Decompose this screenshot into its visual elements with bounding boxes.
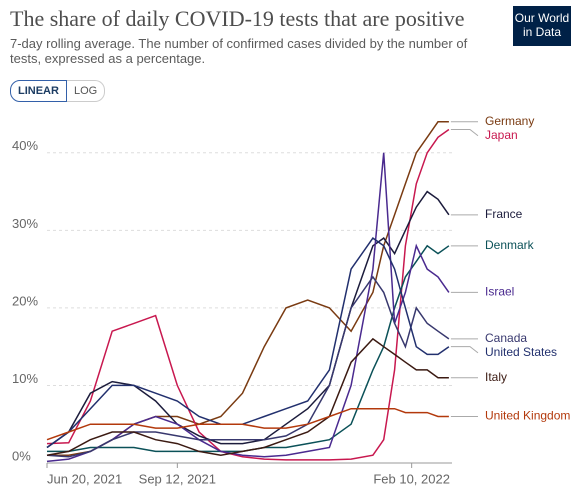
series-line bbox=[46, 152, 450, 463]
chart-title: The share of daily COVID-19 tests that a… bbox=[10, 6, 465, 31]
series-label: Japan bbox=[485, 128, 518, 142]
series-label: Denmark bbox=[485, 238, 535, 252]
y-tick-label: 0% bbox=[12, 448, 31, 463]
logo[interactable]: Our World in Data bbox=[513, 6, 571, 46]
scale-toggle: LINEAR LOG bbox=[10, 80, 106, 102]
chart-subtitle: 7-day rolling average. The number of con… bbox=[10, 36, 468, 66]
x-tick-label: Sep 12, 2021 bbox=[139, 471, 216, 486]
series-label: France bbox=[485, 207, 523, 221]
y-tick-label: 10% bbox=[12, 371, 38, 386]
y-tick-label: 30% bbox=[12, 216, 38, 231]
series-label: Germany bbox=[485, 114, 534, 128]
series-label: Israel bbox=[485, 285, 514, 299]
series-label: Italy bbox=[485, 370, 507, 384]
label-connector bbox=[450, 129, 479, 137]
y-tick-label: 20% bbox=[12, 293, 38, 308]
label-connector bbox=[450, 346, 479, 354]
series-line bbox=[46, 407, 449, 441]
series-label: United States bbox=[485, 345, 557, 359]
series-line bbox=[46, 237, 450, 449]
y-tick-label: 40% bbox=[12, 138, 38, 153]
series-line bbox=[46, 128, 450, 461]
x-tick-label: Jun 20, 2021 bbox=[47, 471, 122, 486]
series-line bbox=[46, 275, 450, 458]
series-line bbox=[47, 244, 450, 453]
linear-button[interactable]: LINEAR bbox=[10, 80, 67, 102]
series-label: United Kingdom bbox=[485, 409, 570, 423]
series-line bbox=[46, 190, 450, 449]
series-line bbox=[46, 337, 449, 456]
log-button[interactable]: LOG bbox=[66, 80, 106, 102]
x-tick-label: Feb 10, 2022 bbox=[373, 471, 450, 486]
series-label: Canada bbox=[485, 331, 527, 345]
